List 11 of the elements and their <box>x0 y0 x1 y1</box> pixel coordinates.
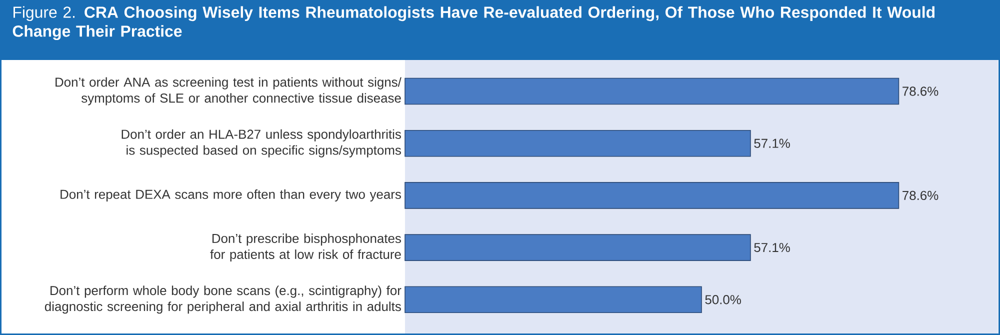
y-tick-label: Don’t prescribe bisphosphonates for patients at low risk of fracture <box>210 234 401 262</box>
y-tick-label: Don’t repeat DEXA scans more often than every two years <box>60 189 401 202</box>
data-label: 78.6% <box>902 86 938 96</box>
data-label: 78.6% <box>902 190 938 200</box>
y-tick-label: Don’t perform whole body bone scans (e.g., scintigraphy) for diagnostic screening for peripheral and axial arthritis in adults <box>44 286 402 314</box>
data-label: 50.0% <box>705 295 741 304</box>
y-tick-label: Don’t order ANA as screening test in patients without signs/ symptoms of SLE or another connective tissue disease <box>56 77 402 106</box>
data-label: 57.1% <box>754 242 790 252</box>
chart-title: Figure 2. CRA Choosing Wisely Items Rheumatologists Have Re-evaluated Ordering, Of Those Who Responded It Would Change Their Practice <box>12 6 934 40</box>
data-label: 57.1% <box>754 138 790 148</box>
y-tick-label: Don’t order an HLA-B27 unless spondyloarthritis is suspected based on specific signs/symptoms <box>122 129 401 158</box>
